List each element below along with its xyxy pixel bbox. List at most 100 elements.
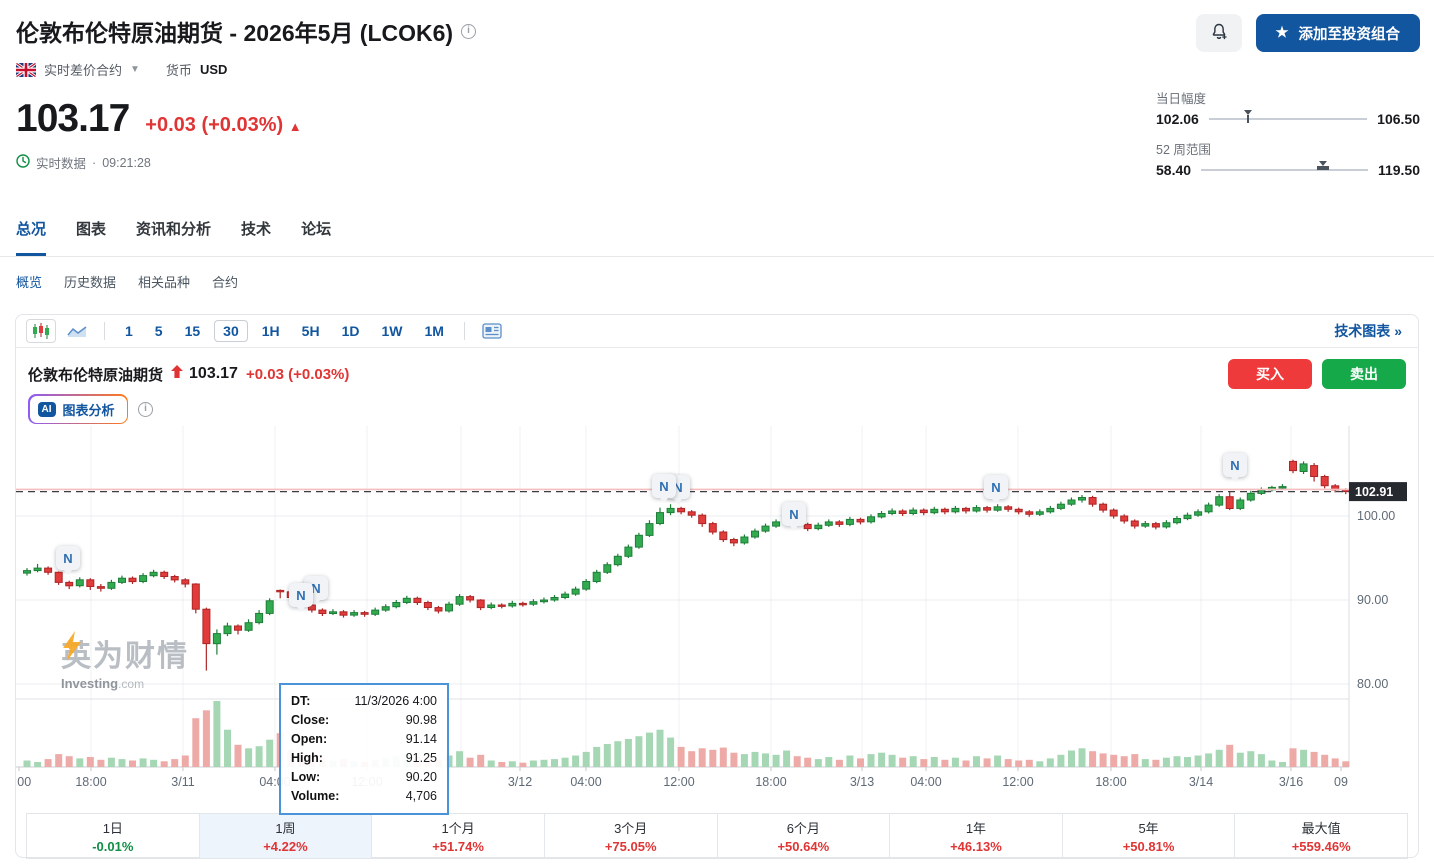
interval-30m[interactable]: 30 [214,320,248,342]
tab-forum[interactable]: 论坛 [301,221,332,238]
perf-max[interactable]: 最大值 +559.46% [1291,821,1351,854]
currency-label: 货币 [165,63,192,78]
perf-6m[interactable]: 6个月 +50.64% [718,814,891,858]
perf-5y[interactable]: 5年 +50.81% [1063,814,1236,858]
tab-chart[interactable]: 图表 [76,221,107,238]
news-marker[interactable]: N [984,475,1008,504]
svg-text:90.00: 90.00 [1357,593,1388,607]
price-change: +0.03 (+0.03%) ▲ [145,114,302,136]
candlestick-chart-type-button[interactable] [26,319,56,343]
technical-chart-link[interactable]: 技术图表 » [1334,323,1402,339]
svg-text:3/11: 3/11 [171,775,194,789]
chevron-down-icon[interactable]: ▼ [130,64,140,75]
cfd-label[interactable]: 实时差价合约 [44,63,123,78]
subnav-contracts[interactable]: 合约 [212,275,239,290]
interval-1w[interactable]: 1W [381,323,403,339]
svg-text:18:00: 18:00 [75,775,106,789]
performance-bar: 1日 -0.01% 1周 +4.22% 1个月 +51.74% 3个月 +75.05% … [26,813,1408,859]
svg-text:18:00: 18:00 [1095,775,1126,789]
interval-1h[interactable]: 1H [261,323,280,339]
daily-range-high: 106.50 [1377,111,1420,127]
perf-1d[interactable]: 1日 -0.01% [27,814,200,858]
uk-flag-icon [16,62,36,77]
news-marker[interactable]: N [782,502,806,531]
news-marker[interactable]: N [652,474,676,503]
interval-1mo[interactable]: 1M [424,323,444,339]
svg-text:100.00: 100.00 [1357,509,1395,523]
ai-chart-analysis-button[interactable]: AI 图表分析 [28,394,129,424]
svg-text:3/13: 3/13 [850,775,874,789]
interval-1d[interactable]: 1D [341,323,360,339]
sub-nav: 概览 历史数据 相关品种 合约 [16,272,238,291]
chart-area: 100.00 90.00 80.00 102.91 4:00 18:00 3/11 04:00… [16,426,1418,815]
svg-text:18:00: 18:00 [755,775,786,789]
chart-card: 1 5 15 30 1H 5H 1D 1W 1M 技术图表 » 伦敦布伦特原油期… [15,314,1419,859]
svg-text:04:00: 04:00 [910,775,941,789]
page-title: 伦敦布伦特原油期货 - 2026年5月 (LCOK6) [16,20,454,46]
perf-1y[interactable]: 1年 +46.13% [890,814,1063,858]
bell-add-icon [1209,22,1229,45]
up-triangle-icon: ▲ [288,119,302,134]
interval-5m[interactable]: 5 [154,323,163,339]
news-marker[interactable]: N [1223,453,1247,482]
perf-1w[interactable]: 1周 +4.22% [199,814,373,858]
news-marker[interactable]: N [289,583,313,612]
ai-badge-icon: AI [37,401,56,417]
ohlc-tooltip: DT: 11/3/2026 4:00 Close: 90.98 Open: 91.14… [279,683,449,815]
chart-toolbar: 1 5 15 30 1H 5H 1D 1W 1M 技术图表 » [16,315,1418,348]
dot-separator: · [92,155,97,170]
tab-overview[interactable]: 总况 [16,218,47,256]
svg-text:4:00: 4:00 [16,775,31,789]
daily-range-track [1208,110,1368,123]
buy-button[interactable]: 买入 [1228,359,1312,389]
daily-range-low: 102.06 [1156,111,1199,127]
subnav-overview[interactable]: 概览 [16,275,43,290]
week52-range-low: 58.40 [1156,162,1192,178]
news-layout-icon[interactable] [477,319,507,343]
chart-price-change: +0.03 (+0.03%) [245,365,350,383]
week52-range-label: 52 周范围 [1156,143,1211,157]
tab-technical[interactable]: 技术 [241,221,272,238]
svg-text:12:00: 12:00 [1002,775,1033,789]
up-arrow-icon [171,365,184,383]
tab-news-analysis[interactable]: 资讯和分析 [136,221,212,238]
news-marker[interactable]: N [56,546,80,575]
add-to-portfolio-button[interactable]: ★ 添加至投资组合 [1255,14,1420,52]
interval-1m[interactable]: 1 [125,323,133,339]
week52-range-track [1201,161,1368,171]
chart-instrument-name: 伦敦布伦特原油期货 [28,366,164,384]
realtime-label: 实时数据 [36,157,87,171]
svg-text:04:00: 04:00 [570,775,601,789]
chart-last-price: 103.17 [189,365,238,382]
svg-text:3/14: 3/14 [1189,775,1213,789]
subnav-historical-data[interactable]: 历史数据 [64,275,117,290]
area-chart-type-button[interactable] [62,319,92,343]
main-tabs: 总况 图表 资讯和分析 技术 论坛 [0,218,1434,257]
info-icon[interactable]: i [461,23,477,39]
sell-button[interactable]: 卖出 [1322,359,1406,389]
svg-text:80.00: 80.00 [1357,677,1388,691]
svg-text:12:00: 12:00 [663,775,694,789]
interval-5h[interactable]: 5H [301,323,320,339]
create-alert-button[interactable] [1195,14,1242,52]
range-panel: 当日幅度 102.06 106.50 52 周范围 58.40 119.50 [1156,88,1420,190]
chart-instrument-header: 伦敦布伦特原油期货 103.17 +0.03 (+0.03%) 买入 卖出 [16,358,1418,390]
quote-time: 09:21:28 [102,155,151,170]
subnav-related-instruments[interactable]: 相关品种 [138,275,191,290]
instrument-header: 伦敦布伦特原油期货 - 2026年5月 (LCOK6) i 实时差价合约 ▼ 货… [16,14,1420,172]
price-chart[interactable]: 100.00 90.00 80.00 102.91 4:00 18:00 3/11 04:00… [16,426,1418,801]
perf-1m[interactable]: 1个月 +51.74% [372,814,545,858]
svg-text:102.91: 102.91 [1355,485,1393,499]
daily-range-label: 当日幅度 [1156,92,1207,106]
last-price: 103.17 [16,97,130,140]
week52-range-high: 119.50 [1377,162,1420,178]
currency-value: USD [199,62,228,77]
star-icon: ★ [1275,25,1289,41]
svg-text:3/16: 3/16 [1279,775,1303,789]
ai-info-icon[interactable]: i [138,401,154,417]
perf-3m[interactable]: 3个月 +75.05% [545,814,718,858]
svg-text:09: 09 [1334,775,1348,789]
clock-icon [16,154,30,171]
interval-15m[interactable]: 15 [184,323,201,339]
svg-text:3/12: 3/12 [508,775,532,789]
